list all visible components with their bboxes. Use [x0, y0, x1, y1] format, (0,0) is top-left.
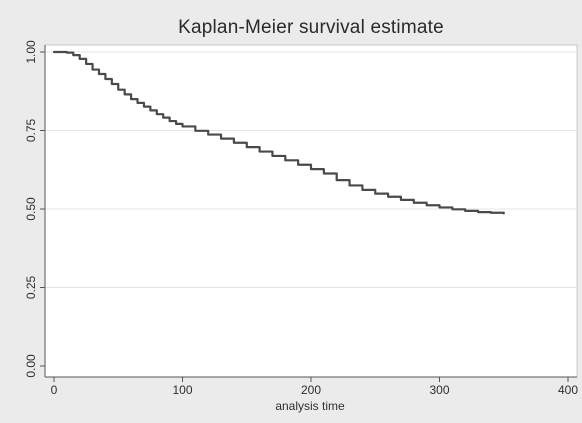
y-tick-label: 0.00: [24, 354, 38, 378]
chart-title: Kaplan-Meier survival estimate: [178, 17, 444, 38]
plot-area: [44, 44, 578, 378]
x-tick-label: 300: [429, 383, 449, 397]
x-tick-label: 400: [558, 383, 578, 397]
x-tick-label: 0: [51, 383, 58, 397]
tick-marks: 0.00 0.25 0.50 0.75 1.00 0 100 200 300 400: [24, 40, 578, 397]
series-layer: [52, 50, 505, 215]
x-tick-label: 100: [172, 383, 192, 397]
x-tick-label: 200: [301, 383, 321, 397]
x-axis-title: analysis time: [275, 399, 345, 413]
y-tick-label: 1.00: [24, 40, 38, 64]
grid-lines: [46, 51, 576, 288]
y-tick-label: 0.50: [24, 197, 38, 221]
y-tick-label: 0.25: [24, 275, 38, 299]
y-tick-label: 0.75: [24, 118, 38, 142]
survival-curve: [52, 50, 505, 215]
